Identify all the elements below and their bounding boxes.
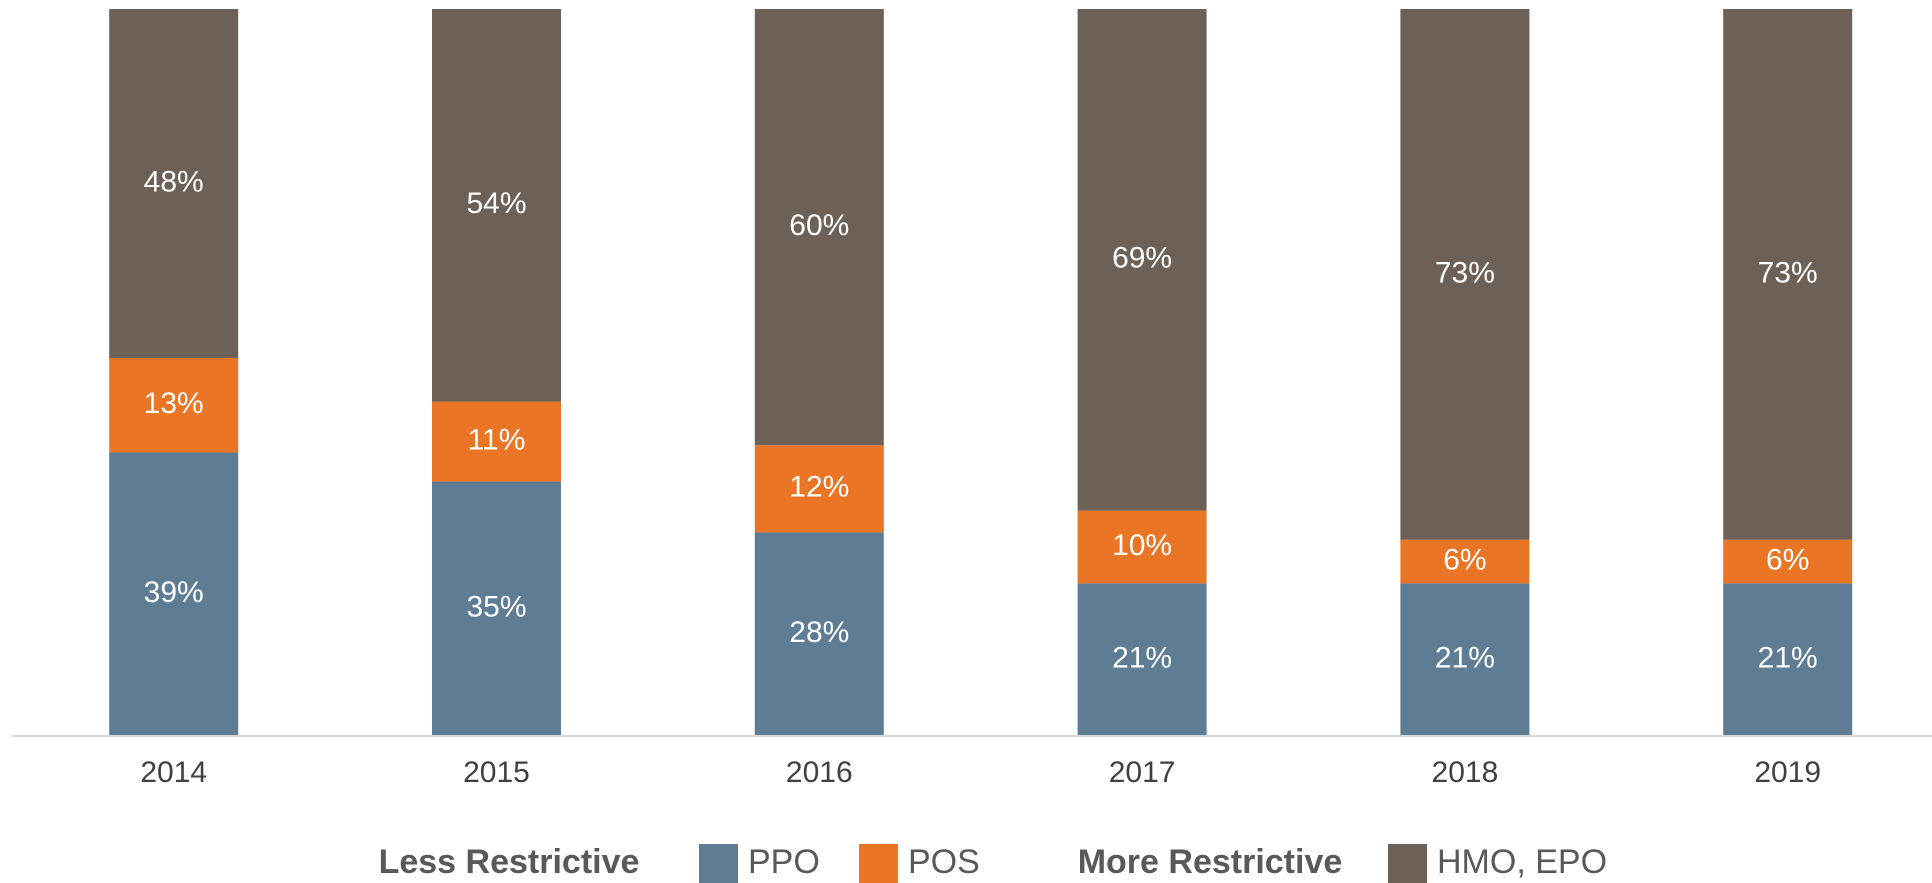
bar-segment [1077,9,1207,511]
x-tick-label: 2015 [463,756,530,789]
bar-segment [754,532,884,736]
data-label: 54% [466,187,526,220]
bar-segment [754,9,884,446]
legend-group-label: Less Restrictive [379,843,640,881]
bar-segment [109,452,239,736]
legend-label: HMO, EPO [1437,843,1607,881]
data-label: 60% [789,209,849,242]
bar-segment [1723,583,1853,736]
data-label: 6% [1443,543,1486,576]
data-label: 12% [789,471,849,504]
x-tick-label: 2014 [140,756,207,789]
legend-swatch [699,844,738,883]
data-label: 69% [1112,242,1172,275]
data-label: 21% [1112,642,1172,675]
bar-segment [754,445,884,533]
x-tick-label: 2016 [786,756,853,789]
data-label: 73% [1758,256,1818,289]
bar-segment [1077,583,1207,736]
data-label: 21% [1435,642,1495,675]
data-label: 35% [466,591,526,624]
bar-segment [109,9,239,358]
bar-segment [432,401,561,482]
legend-swatch [859,844,898,883]
bar-segment [1400,9,1530,540]
bar-segment [432,9,561,402]
x-tick-label: 2018 [1432,756,1499,789]
legend-label: POS [908,843,980,881]
bar-segment [432,481,561,736]
legend-swatch [1388,844,1427,883]
data-label: 21% [1758,642,1818,675]
bar-segment [1400,539,1530,584]
data-label: 48% [144,165,204,198]
data-label: 13% [144,387,204,420]
bar-segment [1400,583,1530,736]
legend-label: PPO [748,843,820,881]
legend-group-label: More Restrictive [1078,843,1343,881]
data-label: 6% [1766,543,1809,576]
data-label: 28% [789,616,849,649]
data-label: 73% [1435,256,1495,289]
bar-segment [109,357,239,453]
data-label: 11% [468,423,526,456]
x-tick-label: 2017 [1109,756,1176,789]
bar-segment [1077,510,1207,584]
bar-segment [1723,9,1853,540]
bar-segment [1723,539,1853,584]
x-tick-label: 2019 [1754,756,1821,789]
data-label: 39% [144,576,204,609]
data-label: 10% [1112,529,1172,562]
